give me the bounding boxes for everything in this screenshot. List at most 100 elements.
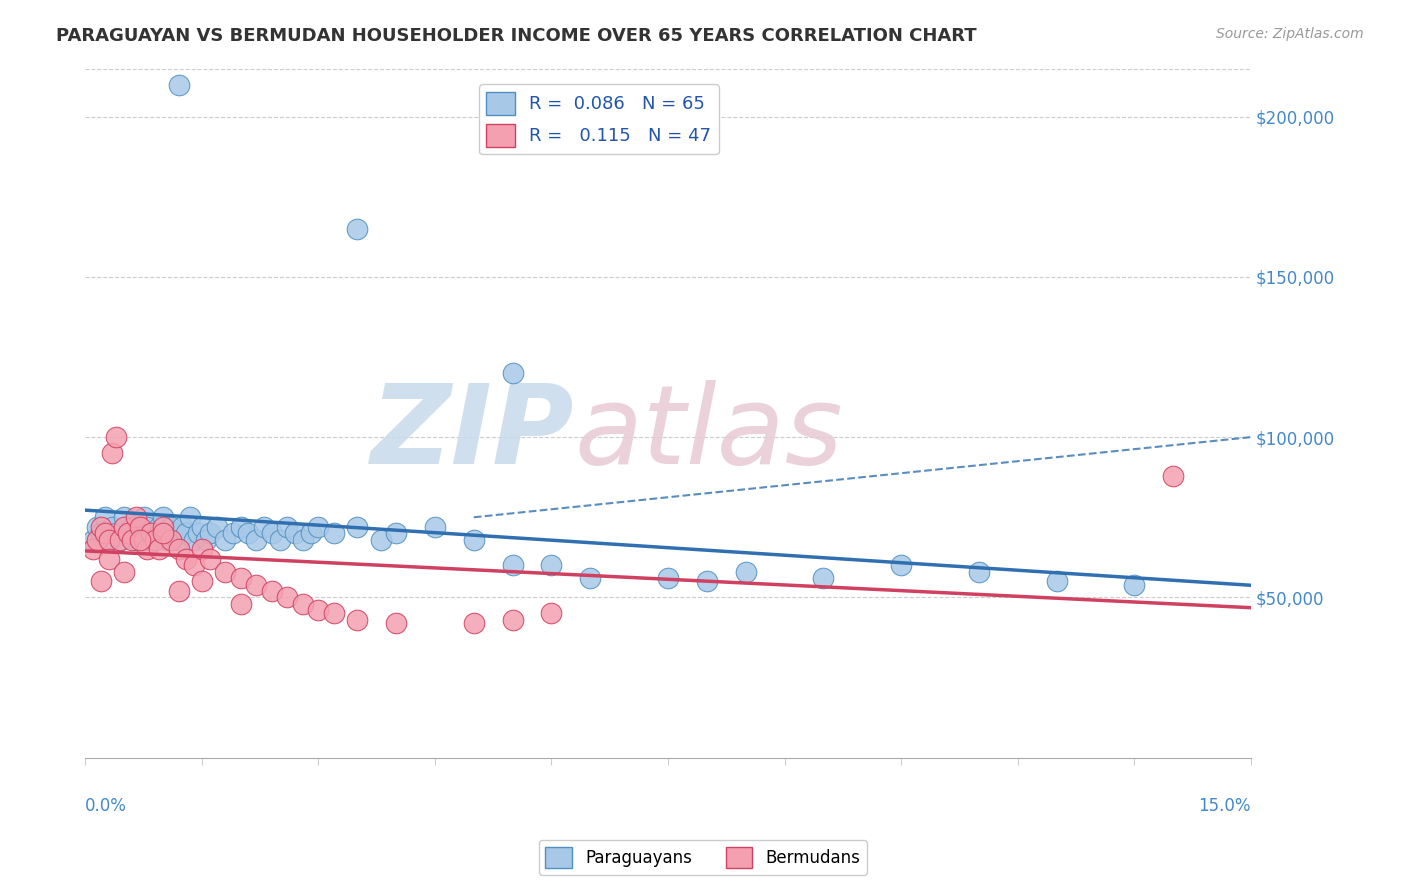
Point	[1161, 468, 1184, 483]
Point	[238, 526, 260, 541]
Point	[276, 520, 298, 534]
Point	[214, 565, 236, 579]
Point	[734, 565, 756, 579]
Point	[176, 552, 198, 566]
Point	[194, 533, 217, 547]
Point	[191, 542, 214, 557]
Text: 0.0%: 0.0%	[86, 797, 127, 814]
Point	[284, 526, 307, 541]
Point	[117, 526, 139, 541]
Point	[97, 533, 120, 547]
Point	[82, 533, 104, 547]
Point	[125, 533, 148, 547]
Point	[187, 526, 209, 541]
Point	[152, 510, 174, 524]
Point	[291, 597, 314, 611]
Point	[191, 520, 214, 534]
Point	[172, 520, 194, 534]
Point	[813, 571, 835, 585]
Point	[260, 526, 283, 541]
Point	[179, 510, 201, 524]
Point	[90, 574, 112, 589]
Point	[117, 526, 139, 541]
Point	[183, 533, 205, 547]
Text: PARAGUAYAN VS BERMUDAN HOUSEHOLDER INCOME OVER 65 YEARS CORRELATION CHART: PARAGUAYAN VS BERMUDAN HOUSEHOLDER INCOM…	[56, 27, 977, 45]
Point	[579, 571, 602, 585]
Point	[385, 526, 408, 541]
Point	[97, 552, 120, 566]
Point	[463, 533, 485, 547]
Point	[105, 430, 128, 444]
Point	[105, 526, 128, 541]
Text: 15.0%: 15.0%	[1198, 797, 1251, 814]
Point	[159, 533, 181, 547]
Point	[291, 533, 314, 547]
Point	[159, 520, 181, 534]
Point	[136, 542, 159, 557]
Point	[540, 607, 562, 621]
Point	[132, 510, 155, 524]
Point	[696, 574, 718, 589]
Point	[97, 533, 120, 547]
Point	[128, 520, 150, 534]
Point	[90, 520, 112, 534]
Point	[93, 526, 115, 541]
Point	[191, 574, 214, 589]
Point	[148, 542, 170, 557]
Point	[299, 526, 322, 541]
Point	[176, 526, 198, 541]
Point	[152, 520, 174, 534]
Point	[260, 584, 283, 599]
Text: Source: ZipAtlas.com: Source: ZipAtlas.com	[1216, 27, 1364, 41]
Text: ZIP: ZIP	[371, 380, 575, 487]
Text: atlas: atlas	[575, 380, 844, 487]
Point	[128, 526, 150, 541]
Point	[128, 533, 150, 547]
Legend: R =  0.086   N = 65, R =   0.115   N = 47: R = 0.086 N = 65, R = 0.115 N = 47	[479, 85, 718, 154]
Point	[307, 520, 329, 534]
Point	[152, 526, 174, 541]
Point	[86, 520, 108, 534]
Point	[967, 565, 990, 579]
Point	[198, 526, 221, 541]
Point	[141, 533, 163, 547]
Point	[307, 603, 329, 617]
Point	[346, 520, 368, 534]
Point	[90, 526, 112, 541]
Point	[136, 520, 159, 534]
Point	[214, 533, 236, 547]
Point	[82, 542, 104, 557]
Point	[229, 571, 252, 585]
Point	[112, 520, 135, 534]
Point	[890, 558, 912, 573]
Point	[141, 526, 163, 541]
Point	[276, 591, 298, 605]
Point	[207, 520, 229, 534]
Point	[121, 520, 143, 534]
Point	[502, 558, 524, 573]
Point	[222, 526, 245, 541]
Point	[502, 613, 524, 627]
Point	[370, 533, 392, 547]
Point	[101, 520, 124, 534]
Point	[502, 366, 524, 380]
Point	[463, 615, 485, 630]
Point	[110, 533, 132, 547]
Point	[112, 565, 135, 579]
Point	[167, 584, 190, 599]
Point	[167, 542, 190, 557]
Point	[121, 533, 143, 547]
Point	[346, 613, 368, 627]
Point	[167, 78, 190, 92]
Point	[540, 558, 562, 573]
Point	[143, 526, 166, 541]
Point	[229, 520, 252, 534]
Point	[112, 510, 135, 524]
Point	[245, 577, 267, 591]
Point	[245, 533, 267, 547]
Point	[198, 552, 221, 566]
Point	[423, 520, 446, 534]
Point	[346, 221, 368, 235]
Point	[229, 597, 252, 611]
Point	[1123, 577, 1146, 591]
